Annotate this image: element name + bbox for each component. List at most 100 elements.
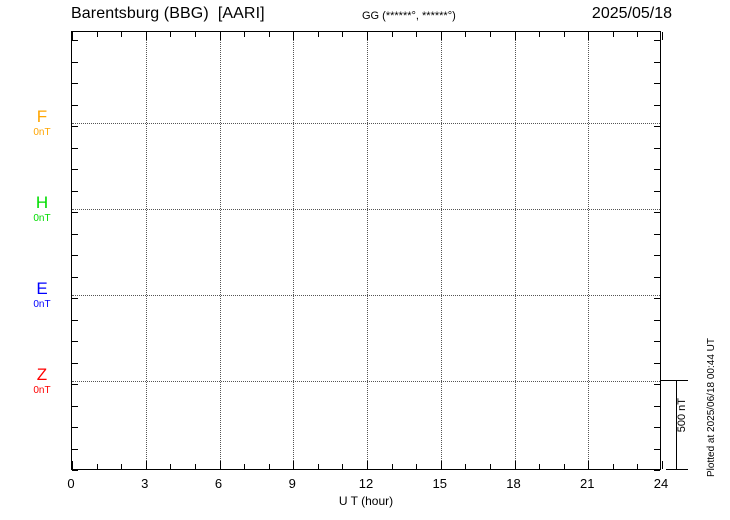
y-axis-minor-tick [654, 427, 660, 428]
x-axis-minor-tick [612, 464, 614, 469]
y-axis-minor-tick [72, 384, 78, 385]
y-axis-minor-tick [654, 104, 660, 106]
y-axis-minor-tick [72, 126, 78, 127]
x-axis-minor-tick [391, 464, 393, 469]
x-axis-tick [145, 32, 147, 40]
component-baseline-z: 0nT [33, 385, 51, 396]
x-axis-minor-tick [121, 464, 123, 469]
x-axis-minor-tick [563, 32, 565, 37]
y-axis-minor-tick [72, 448, 78, 450]
y-axis-minor-tick [72, 341, 78, 342]
x-axis-minor-tick [489, 464, 491, 469]
x-axis-minor-tick [465, 464, 467, 469]
x-axis-tick-label: 0 [67, 476, 75, 491]
y-axis-minor-tick [654, 190, 660, 192]
x-axis-minor-tick [317, 32, 319, 37]
observation-date: 2025/05/18 [591, 5, 672, 22]
component-label-e: E 0nT [22, 280, 62, 311]
page-title: Barentsburg (BBG) [AARI] [71, 5, 265, 22]
x-axis-tick [440, 461, 442, 469]
y-axis-minor-tick [654, 40, 660, 41]
component-baseline-h: 0nT [33, 213, 51, 224]
y-axis-minor-tick [72, 233, 78, 235]
magnetogram-plot-area[interactable] [71, 31, 663, 471]
vertical-gridline [293, 32, 295, 469]
vertical-gridline [588, 32, 590, 469]
y-axis-minor-tick [654, 83, 660, 84]
x-axis-tick-label: 18 [506, 476, 521, 491]
component-letter-h: H [35, 193, 49, 212]
y-axis-minor-tick [654, 255, 660, 256]
y-axis-minor-tick [72, 212, 78, 213]
x-axis-minor-tick [416, 32, 418, 37]
x-axis-minor-tick [194, 32, 196, 37]
x-axis-tick [440, 32, 442, 40]
x-axis-tick-label: 12 [358, 476, 374, 491]
x-axis-minor-tick [96, 464, 98, 469]
y-axis-minor-tick [654, 470, 660, 471]
x-axis-minor-tick [317, 464, 319, 469]
component-baseline-e: 0nT [33, 299, 51, 310]
y-axis-minor-tick [654, 448, 660, 450]
x-axis-minor-tick [391, 32, 393, 37]
y-axis-minor-tick [654, 384, 660, 385]
scale-bar [666, 380, 688, 470]
x-axis-minor-tick [612, 32, 614, 37]
y-axis-minor-tick [654, 212, 660, 213]
vertical-gridline [514, 32, 516, 469]
y-axis-minor-tick [72, 319, 78, 321]
x-axis-minor-tick [637, 464, 639, 469]
vertical-gridline [440, 32, 442, 469]
scale-bar-top-cap [666, 380, 688, 381]
x-axis-minor-tick [489, 32, 491, 37]
component-letter-z: Z [36, 365, 48, 384]
scale-bar-label: 500 nT [676, 398, 688, 433]
y-axis-minor-tick [654, 126, 660, 127]
baseline-gridline-h [72, 209, 660, 210]
x-axis-tick [514, 461, 516, 469]
x-axis-tick [293, 461, 295, 469]
x-axis-minor-tick [416, 464, 418, 469]
x-axis-minor-tick [96, 32, 98, 37]
x-axis-tick [588, 32, 590, 40]
y-axis-minor-tick [654, 362, 660, 364]
x-axis-minor-tick [244, 464, 246, 469]
x-axis-minor-tick [342, 32, 344, 37]
x-axis-minor-tick [268, 464, 270, 469]
baseline-gridline-e [72, 295, 660, 296]
y-axis-minor-tick [654, 298, 660, 299]
x-axis-tick [662, 32, 663, 40]
x-axis-title: U T (hour) [338, 494, 394, 508]
y-axis-minor-tick [72, 276, 78, 278]
y-axis-minor-tick [72, 104, 78, 106]
x-axis-tick [219, 461, 221, 469]
x-axis-minor-tick [194, 464, 196, 469]
x-axis-minor-tick [539, 464, 541, 469]
x-axis-minor-tick [342, 464, 344, 469]
vertical-gridline [219, 32, 221, 469]
plotted-at-timestamp: Plotted at 2025/06/18 00:44 UT [706, 338, 717, 477]
y-axis-minor-tick [654, 61, 660, 63]
x-axis-tick-label: 15 [432, 476, 447, 491]
x-axis-minor-tick [563, 464, 565, 469]
y-axis-minor-tick [72, 298, 78, 299]
vertical-gridline [145, 32, 147, 469]
baseline-gridline-f [72, 123, 660, 124]
component-label-f: F 0nT [22, 108, 62, 139]
grid-layer [72, 32, 660, 469]
x-axis-minor-tick [244, 32, 246, 37]
x-axis-minor-tick [637, 32, 639, 37]
y-axis-minor-tick [654, 276, 660, 278]
x-axis-tick [72, 461, 73, 469]
component-baseline-f: 0nT [33, 127, 51, 138]
x-axis-tick-label: 9 [288, 476, 296, 491]
y-axis-minor-tick [72, 169, 78, 170]
x-axis-minor-tick [539, 32, 541, 37]
y-axis-minor-tick [72, 427, 78, 428]
y-axis-minor-tick [654, 405, 660, 407]
x-axis-tick [514, 32, 516, 40]
y-axis-minor-tick [654, 341, 660, 342]
y-axis-minor-tick [72, 470, 78, 471]
x-axis-minor-tick [170, 464, 172, 469]
component-label-z: Z 0nT [22, 366, 62, 397]
